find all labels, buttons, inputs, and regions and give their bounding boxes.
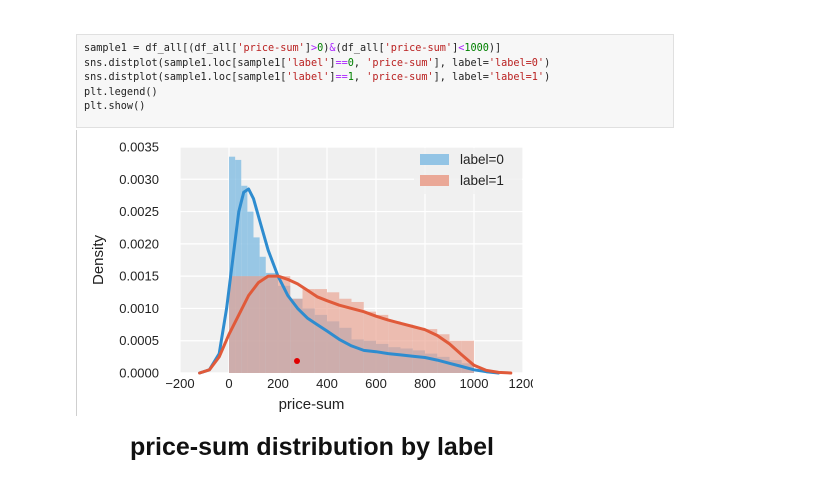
x-axis-label: price-sum	[279, 396, 345, 413]
y-tick-label: 0.0020	[119, 236, 159, 251]
code-token: sample1 = df_all[(df_all[	[84, 43, 238, 54]
x-tick-label: 0	[225, 376, 232, 391]
code-line: sns.distplot(sample1.loc[sample1['label'…	[84, 71, 673, 86]
code-token: 'price-sum'	[384, 43, 453, 54]
histogram-bar	[425, 329, 438, 373]
x-tick-label: −200	[165, 376, 194, 391]
code-token: <	[458, 43, 465, 54]
x-tick-label: 600	[365, 376, 387, 391]
code-token: ], label=	[433, 72, 489, 84]
x-tick-label: 800	[414, 376, 436, 391]
y-tick-label: 0.0015	[119, 269, 159, 284]
code-token: 'label'	[286, 57, 330, 69]
code-token: ]	[329, 57, 336, 69]
kde-line	[198, 187, 500, 375]
code-token: ==	[335, 72, 348, 84]
histogram-bar	[339, 298, 352, 373]
histogram-bar	[241, 276, 254, 373]
legend-label: label=1	[460, 173, 504, 188]
code-line: plt.legend()	[84, 86, 673, 101]
code-token: ,	[353, 72, 367, 84]
histogram-bar	[235, 159, 242, 373]
code-token: 'label=1'	[488, 72, 545, 84]
code-cell[interactable]: sample1 = df_all[(df_all['price-sum']>0)…	[76, 34, 674, 128]
code-token: plt.legend()	[84, 86, 158, 98]
y-tick-label: 0.0005	[119, 333, 159, 348]
code-token: plt.show()	[84, 101, 146, 113]
code-token: 'price-sum'	[366, 72, 434, 84]
code-token: 0	[317, 43, 324, 54]
code-token: )]	[488, 43, 502, 54]
legend-swatch	[420, 175, 449, 186]
y-tick-label: 0.0030	[119, 172, 159, 187]
code-line: sample1 = df_all[(df_all['price-sum']>0)…	[84, 42, 673, 57]
histogram-bar	[253, 276, 266, 373]
x-tick-label: 1000	[460, 376, 489, 391]
mouse-cursor	[294, 358, 300, 364]
code-token: 0	[347, 57, 354, 69]
y-tick-label: 0.0035	[119, 140, 159, 155]
code-line: plt.show()	[84, 100, 673, 115]
y-axis-label: Density	[90, 234, 107, 285]
code-token: 'price-sum'	[237, 43, 305, 54]
histogram-bar	[265, 276, 278, 373]
code-token: ,	[353, 57, 367, 69]
legend-label: label=0	[460, 152, 504, 167]
code-token: ], label=	[433, 57, 489, 69]
y-tick-label: 0.0025	[119, 204, 159, 219]
histogram-bar	[278, 276, 291, 373]
histogram-bar	[400, 324, 413, 373]
code-token: ==	[335, 57, 348, 69]
histogram-bar	[327, 292, 340, 373]
code-token: ]	[452, 43, 459, 54]
kde-line	[198, 274, 513, 375]
code-token: 'price-sum'	[366, 57, 434, 69]
histogram-bar	[351, 301, 364, 373]
figure-caption: price-sum distribution by label	[130, 433, 494, 461]
code-token: &	[329, 43, 336, 54]
code-token: 'label'	[286, 72, 330, 84]
histogram-bar	[388, 321, 401, 373]
output-divider	[76, 130, 77, 416]
histogram-bar	[412, 327, 425, 373]
code-token: ]	[329, 72, 336, 84]
code-line: sns.distplot(sample1.loc[sample1['label'…	[84, 57, 673, 72]
x-tick-label: 200	[267, 376, 289, 391]
code-token: 1	[347, 72, 354, 84]
histogram-bar	[314, 289, 327, 373]
y-tick-label: 0.0010	[119, 301, 159, 316]
x-tick-label: 400	[316, 376, 338, 391]
histogram-bar	[461, 340, 474, 373]
histogram-bar	[302, 289, 315, 373]
histogram-bar	[376, 314, 389, 373]
code-token: 1000	[464, 43, 489, 54]
code-token: 'label=0'	[488, 57, 545, 69]
code-token: sns.distplot(sample1.loc[sample1[	[84, 57, 287, 69]
code-token: )	[544, 57, 551, 69]
code-token: (df_all[	[335, 43, 385, 54]
code-token: >	[310, 43, 318, 54]
code-token: ]	[304, 43, 311, 54]
code-token: )	[544, 72, 551, 84]
histogram-bar	[363, 311, 376, 373]
legend-swatch	[420, 154, 449, 165]
code-token: )	[323, 43, 330, 54]
histogram-bar	[290, 298, 303, 373]
y-tick-label: 0.0000	[119, 366, 159, 381]
code-token: sns.distplot(sample1.loc[sample1[	[84, 72, 287, 84]
